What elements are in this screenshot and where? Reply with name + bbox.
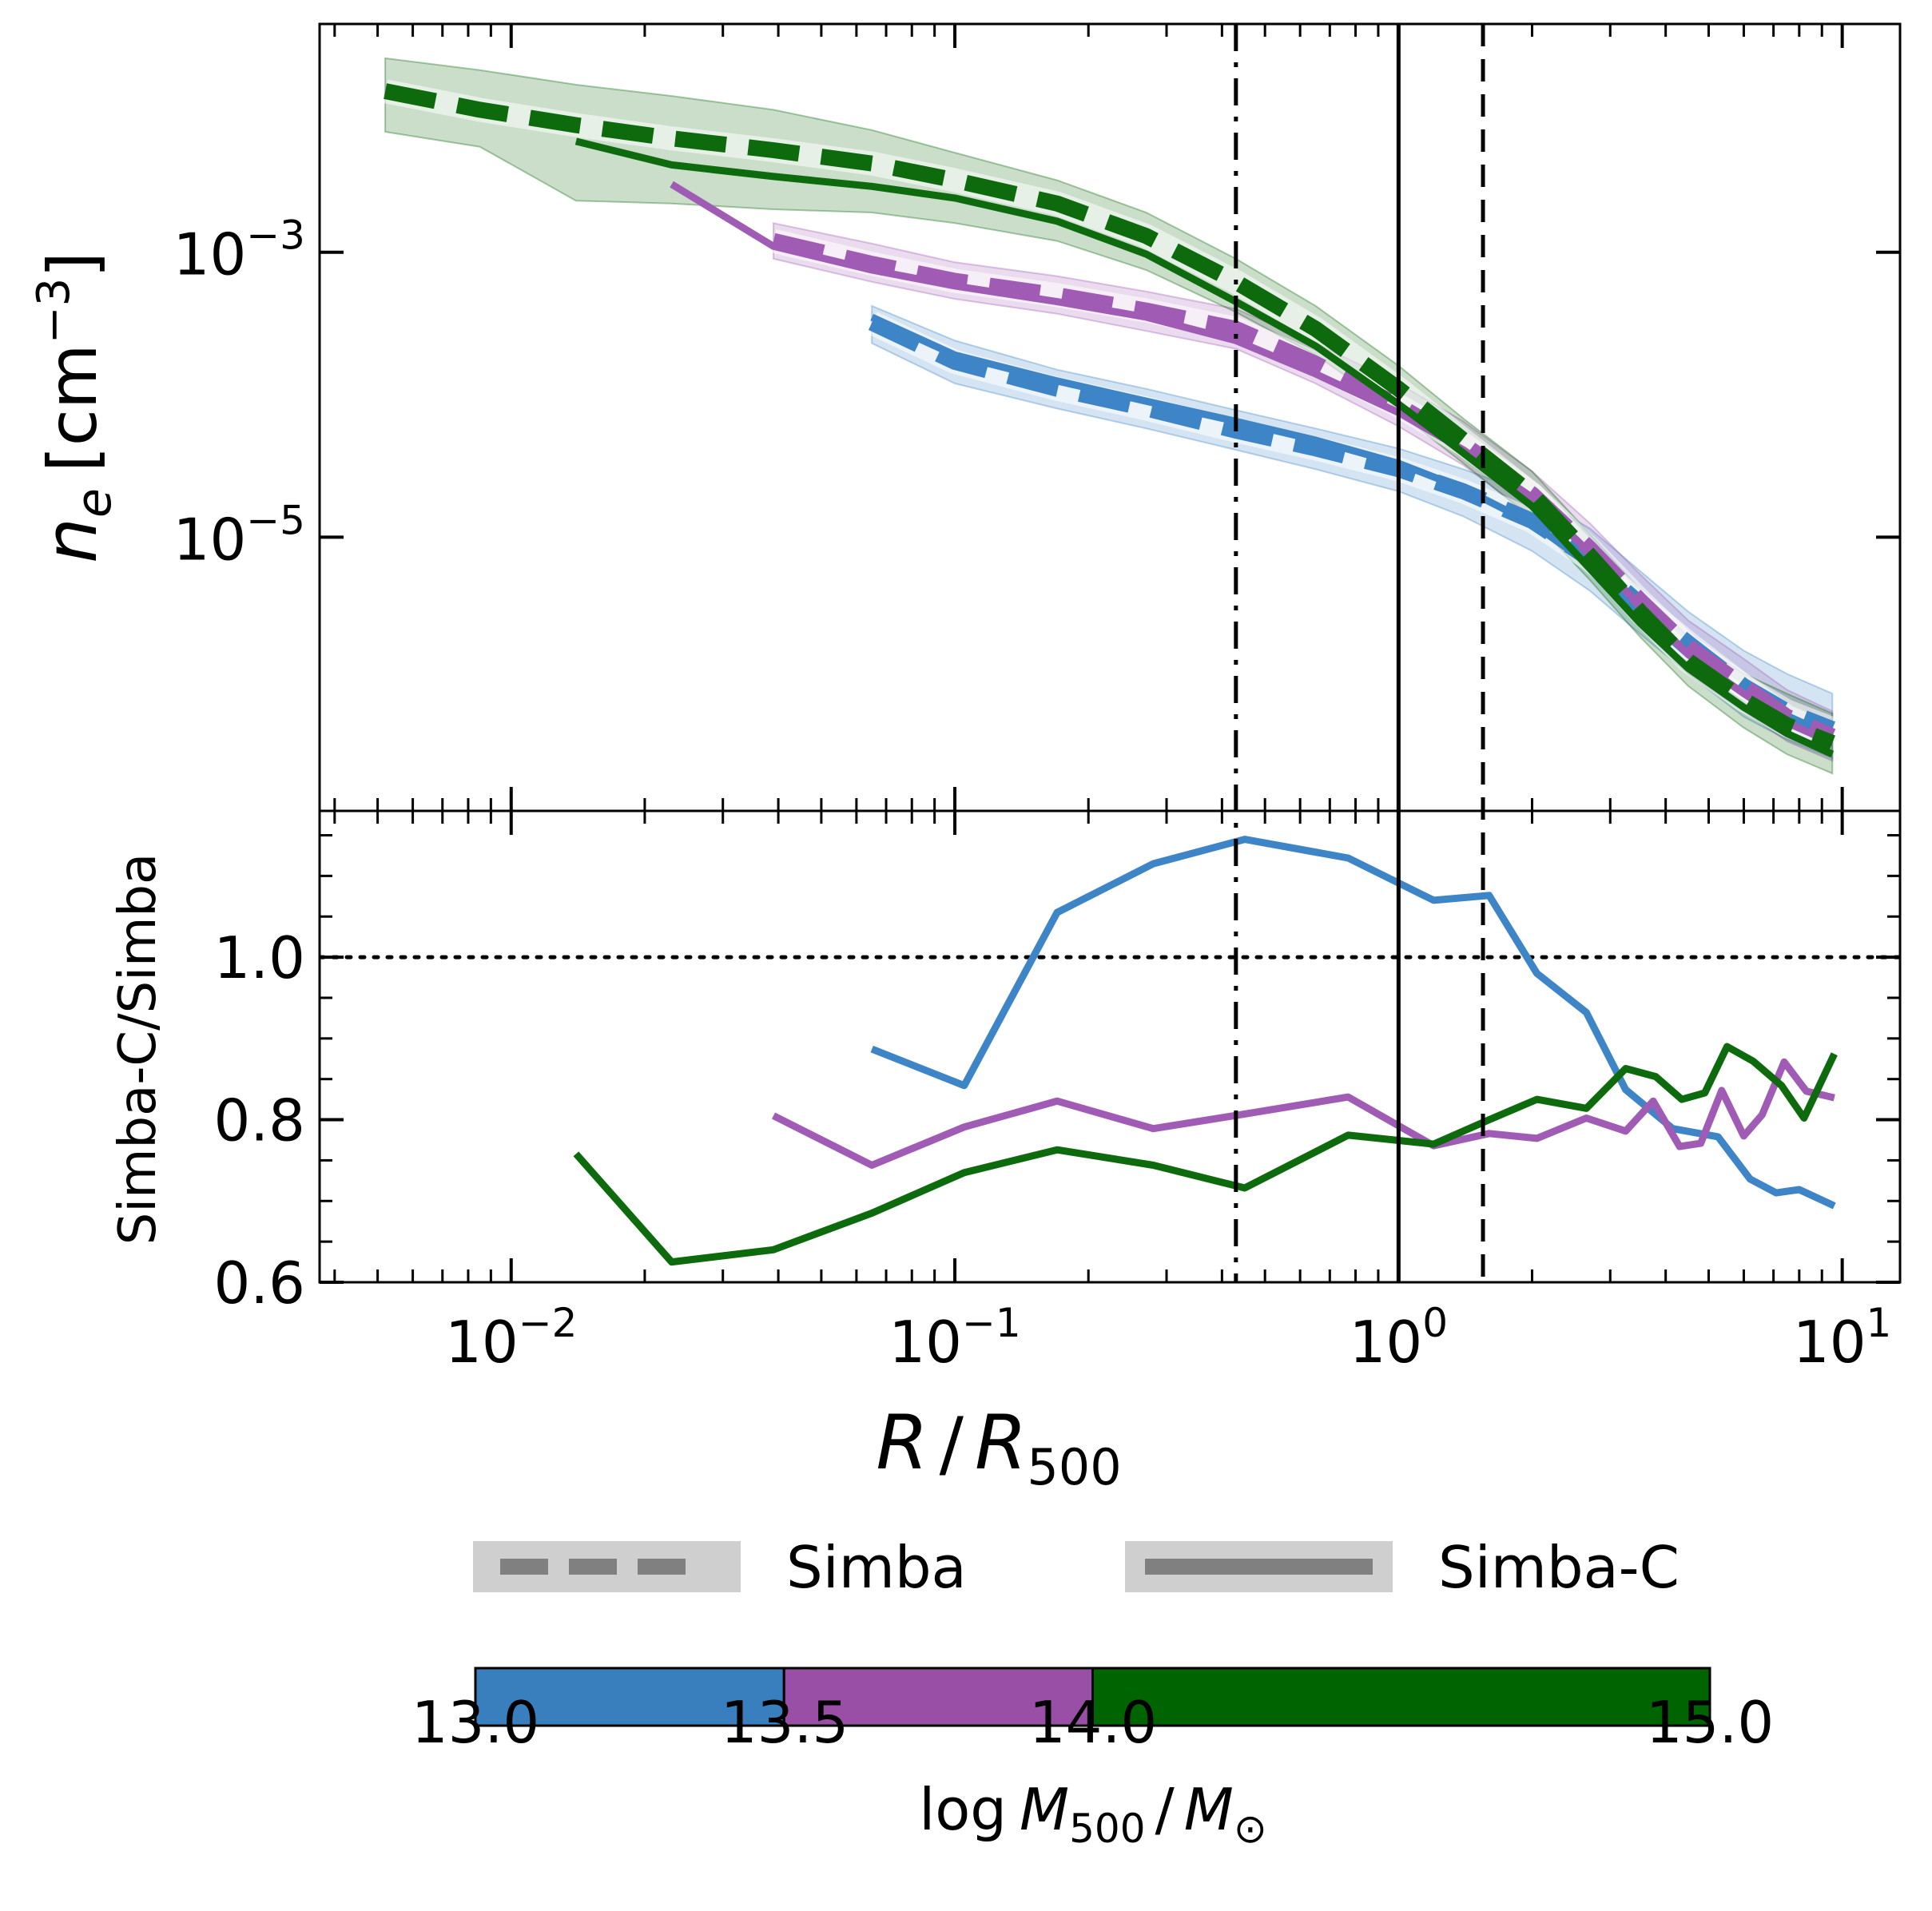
top-panel-bands — [384, 57, 1834, 775]
bottom-ytick-label-0-8: 0.8 — [213, 1087, 305, 1154]
colorbar-segment-0 — [474, 1667, 785, 1727]
axes-frames — [318, 22, 1902, 1284]
colorbar-tick-13-5: 13.5 — [721, 1689, 849, 1756]
bottom-ytick-label-0-6: 0.6 — [213, 1250, 305, 1317]
colorbar-tick-14-0: 14.0 — [1029, 1689, 1157, 1756]
top-ytick-label-1e-3: 10−3 — [173, 213, 305, 288]
top-ytick-label-1e-5: 10−5 — [173, 497, 305, 573]
bottom-series-line-2 — [573, 1043, 1838, 1266]
colorbar-frame — [474, 1667, 1711, 1727]
bottom-series-line-1 — [771, 1058, 1835, 1169]
legend: Simba Simba-C — [473, 1534, 1680, 1601]
top-panel-lines — [383, 79, 1838, 758]
reference-vertical-lines — [1234, 24, 1485, 1282]
colorbar-segment-2 — [1091, 1667, 1711, 1727]
xtick-label-1e0: 100 — [1350, 1300, 1448, 1376]
xtick-label-1e-2: 10−2 — [445, 1300, 577, 1376]
colorbar — [474, 1667, 1711, 1727]
bottom-frame — [318, 809, 1902, 1284]
top-ylabel: ne[cm−3] — [28, 252, 122, 563]
band-0 — [871, 304, 1834, 760]
top-series-line-4 — [384, 83, 1835, 751]
colorbar-tick-13-0: 13.0 — [411, 1689, 539, 1756]
legend-label-simba: Simba — [786, 1534, 967, 1601]
bottom-series-line-0 — [870, 836, 1836, 1210]
axis-ticks — [320, 24, 1900, 1284]
bottom-panel-lines — [320, 836, 1900, 1266]
legend-label-simba-c: Simba-C — [1438, 1534, 1680, 1601]
colorbar-label: log M500/M⊙ — [919, 1776, 1267, 1852]
top-series-line-5 — [574, 137, 1835, 758]
xtick-label-1e1: 101 — [1793, 1300, 1891, 1376]
xlabel: R / R500 — [876, 1400, 1121, 1496]
colorbar-tick-15-0: 15.0 — [1646, 1689, 1774, 1756]
xtick-label-1e-1: 10−1 — [888, 1300, 1020, 1376]
bottom-ylabel: Simba-C/Simba — [109, 853, 168, 1246]
bottom-ytick-label-1-0: 1.0 — [213, 924, 305, 991]
